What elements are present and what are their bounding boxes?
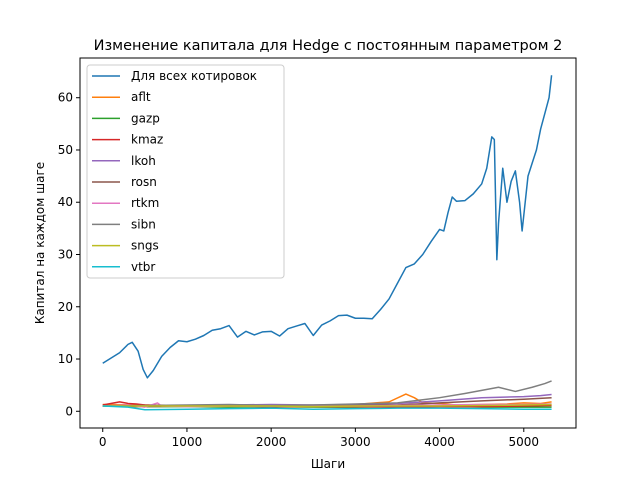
x-tick-label: 0 xyxy=(99,435,107,449)
y-tick-label: 20 xyxy=(58,300,73,314)
x-tick-label: 5000 xyxy=(509,435,540,449)
legend-label-6: rtkm xyxy=(131,196,159,210)
x-axis: 0 1000 2000 3000 4000 5000 xyxy=(99,428,539,449)
series-line-9 xyxy=(102,405,552,411)
y-tick-label: 0 xyxy=(65,404,73,418)
legend-label-9: vtbr xyxy=(131,260,155,274)
y-tick-label: 10 xyxy=(58,352,73,366)
y-tick-label: 60 xyxy=(58,91,73,105)
x-tick-label: 2000 xyxy=(256,435,287,449)
legend-label-8: sngs xyxy=(131,239,159,253)
legend-box xyxy=(86,64,285,279)
chart-title: Изменение капитала для Hedge с постоянны… xyxy=(94,38,563,54)
x-tick-label: 3000 xyxy=(340,435,371,449)
series-line-8 xyxy=(102,403,552,408)
y-tick-label: 40 xyxy=(58,195,73,209)
series-layer xyxy=(102,75,553,411)
legend-label-1: aflt xyxy=(131,90,151,104)
y-axis-label: Капитал на каждом шаге xyxy=(33,162,47,324)
legend-label-4: lkoh xyxy=(131,154,156,168)
legend-label-3: kmaz xyxy=(131,133,163,147)
x-tick-label: 4000 xyxy=(424,435,455,449)
plot-frame xyxy=(79,57,577,429)
legend-label-2: gazp xyxy=(131,111,160,125)
legend-label-0: Для всех котировок xyxy=(131,69,257,83)
y-tick-label: 30 xyxy=(58,247,73,261)
x-tick-label: 1000 xyxy=(172,435,203,449)
series-line-0 xyxy=(102,75,553,379)
x-axis-label: Шаги xyxy=(311,457,345,471)
legend-label-5: rosn xyxy=(131,175,157,189)
y-axis: 0 10 20 30 40 50 60 xyxy=(58,91,80,418)
legend-label-7: sibn xyxy=(131,217,156,231)
y-tick-label: 50 xyxy=(58,143,73,157)
series-line-7 xyxy=(102,380,552,407)
legend: Для всех котировок aflt gazp kmaz lkoh rosn rt… xyxy=(86,64,285,279)
